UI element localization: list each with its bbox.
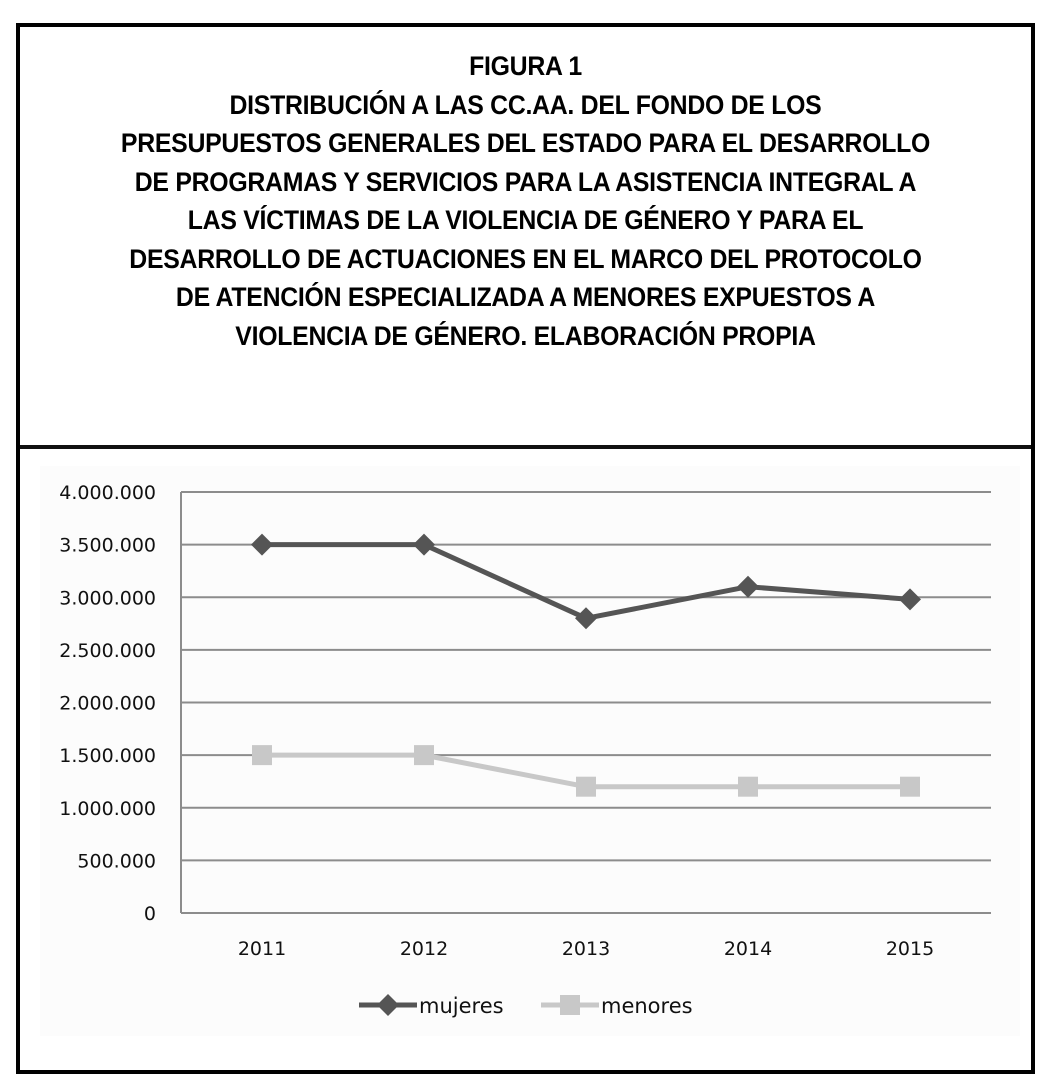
x-tick-label: 2013	[562, 938, 610, 960]
title-line: DE ATENCIÓN ESPECIALIZADA A MENORES EXPU…	[175, 282, 876, 312]
y-tick-label: 1.500.000	[59, 745, 156, 767]
data-point-mujeres	[737, 575, 759, 598]
chart-background	[40, 466, 1020, 1036]
title-line: VIOLENCIA DE GÉNERO. ELABORACIÓN PROPIA	[235, 320, 816, 351]
legend-marker-mujeres	[377, 994, 399, 1016]
data-point-menores	[252, 745, 272, 766]
y-tick-label: 0	[144, 903, 156, 925]
data-point-menores	[576, 776, 596, 797]
y-tick-label: 500.000	[77, 850, 156, 872]
x-tick-label: 2014	[724, 938, 772, 960]
legend-marker-menores	[560, 995, 580, 1015]
data-point-menores	[900, 776, 920, 797]
line-chart: 0 500.000 1.000.000 1.500.000 2.000.000 2.500…	[59, 482, 991, 1018]
data-point-mujeres	[899, 588, 921, 611]
title-box: FIGURA 1 DISTRIBUCIÓN A LAS CC.AA. DEL F…	[20, 27, 1031, 449]
title-line: DESARROLLO DE ACTUACIONES EN EL MARCO DE…	[129, 243, 922, 274]
data-point-menores	[414, 745, 434, 766]
figure-label: FIGURA 1	[469, 51, 582, 81]
legend-label: menores	[601, 994, 693, 1018]
y-tick-label: 2.000.000	[59, 693, 156, 715]
data-point-menores	[738, 776, 758, 797]
chart-area: 0 500.000 1.000.000 1.500.000 2.000.000 2.500…	[20, 449, 1031, 1070]
title-line: DISTRIBUCIÓN A LAS CC.AA. DEL FONDO DE L…	[229, 89, 822, 120]
y-tick-label: 4.000.000	[59, 482, 156, 504]
title-line: PRESUPUESTOS GENERALES DEL ESTADO PARA E…	[120, 128, 931, 158]
series-line-mujeres	[262, 542, 911, 621]
figure-frame: FIGURA 1 DISTRIBUCIÓN A LAS CC.AA. DEL F…	[16, 23, 1035, 1074]
y-tick-label: 2.500.000	[59, 640, 156, 662]
y-tick-label: 1.000.000	[59, 798, 156, 820]
x-tick-label: 2015	[886, 938, 934, 960]
data-point-mujeres	[575, 607, 597, 630]
data-point-mujeres	[251, 533, 273, 556]
data-point-mujeres	[413, 533, 435, 556]
legend-label: mujeres	[419, 994, 504, 1018]
figure-title: FIGURA 1 DISTRIBUCIÓN A LAS CC.AA. DEL F…	[70, 47, 982, 355]
y-tick-label: 3.000.000	[59, 587, 156, 609]
x-tick-label: 2012	[400, 938, 448, 960]
y-tick-label: 3.500.000	[59, 535, 156, 557]
title-line: LAS VÍCTIMAS DE LA VIOLENCIA DE GÉNERO Y…	[187, 205, 864, 235]
title-line: DE PROGRAMAS Y SERVICIOS PARA LA ASISTEN…	[134, 166, 917, 197]
x-tick-label: 2011	[238, 938, 286, 960]
